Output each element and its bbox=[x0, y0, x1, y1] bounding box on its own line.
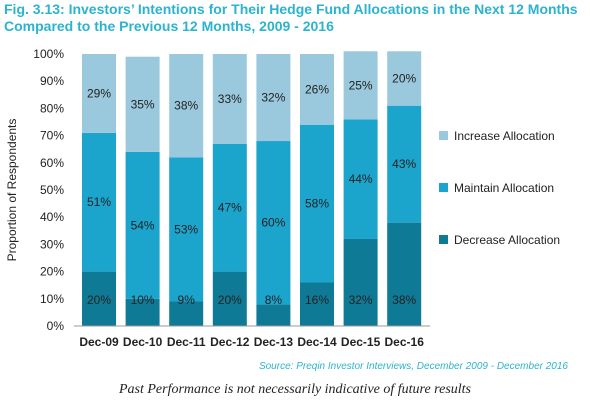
bar-value-label: 32% bbox=[349, 293, 373, 307]
bar-value-label: 33% bbox=[218, 92, 242, 106]
source-note: Source: Preqin Investor Interviews, Dece… bbox=[258, 361, 568, 372]
bar-maintain-allocation bbox=[300, 124, 334, 283]
bar-decrease-allocation bbox=[343, 238, 378, 326]
bar-decrease-allocation bbox=[256, 304, 291, 326]
bar-value-label: 47% bbox=[218, 201, 242, 215]
bar-value-label: 8% bbox=[265, 293, 283, 307]
y-axis-title: Proportion of Respondents bbox=[5, 119, 19, 262]
y-tick-label: 60% bbox=[40, 156, 64, 170]
y-tick-label: 80% bbox=[40, 101, 64, 115]
bar-value-label: 38% bbox=[174, 99, 198, 113]
bar-labels: 20% 51% 29% 10% 54% 35% 9% 53% 38% 20% 47% 33% 8% 60%… bbox=[87, 71, 417, 307]
x-tick-label: Dec-15 bbox=[341, 335, 381, 349]
x-tick-label: Dec-10 bbox=[123, 335, 163, 349]
bar-maintain-allocation bbox=[256, 141, 291, 305]
y-tick-label: 70% bbox=[40, 129, 64, 143]
bar-value-label: 43% bbox=[392, 157, 416, 171]
bar-decrease-allocation bbox=[125, 298, 160, 326]
bar-increase-allocation bbox=[212, 54, 247, 144]
bar-value-label: 10% bbox=[131, 293, 155, 307]
disclaimer: Past Performance is not necessarily indi… bbox=[118, 382, 472, 397]
bar-increase-allocation bbox=[82, 54, 116, 133]
bar-value-label: 54% bbox=[131, 218, 155, 232]
y-tick-label: 0% bbox=[47, 319, 65, 333]
stacked-bar-chart: 0% 10% 20% 30% 40% 50% 60% 70% 80% 90% 100% 20% 51%… bbox=[5, 47, 560, 349]
bar-value-label: 16% bbox=[305, 293, 329, 307]
x-tick-label: Dec-12 bbox=[210, 335, 250, 349]
bar-value-label: 29% bbox=[87, 86, 111, 100]
bar-decrease-allocation bbox=[300, 282, 334, 326]
x-tick-label: Dec-14 bbox=[297, 335, 337, 349]
x-axis-ticks: Dec-09 Dec-10 Dec-11 Dec-12 Dec-13 Dec-14 Dec-… bbox=[79, 335, 424, 349]
y-axis-ticks: 0% 10% 20% 30% 40% 50% 60% 70% 80% 90% 100% bbox=[33, 47, 64, 333]
bars bbox=[82, 51, 422, 326]
bar-increase-allocation bbox=[169, 54, 204, 158]
bar-maintain-allocation bbox=[387, 105, 422, 223]
legend-label: Maintain Allocation bbox=[454, 181, 554, 195]
y-tick-label: 40% bbox=[40, 210, 64, 224]
legend-swatch bbox=[439, 235, 448, 244]
y-tick-label: 20% bbox=[40, 265, 64, 279]
bar-increase-allocation bbox=[300, 54, 334, 125]
bar-increase-allocation bbox=[343, 51, 378, 120]
bar-value-label: 58% bbox=[305, 197, 329, 211]
bar-value-label: 53% bbox=[174, 222, 198, 236]
legend-swatch bbox=[439, 131, 448, 140]
legend-label: Decrease Allocation bbox=[454, 233, 560, 247]
y-tick-label: 90% bbox=[40, 74, 64, 88]
bar-maintain-allocation bbox=[343, 119, 378, 239]
y-tick-label: 30% bbox=[40, 237, 64, 251]
legend: Increase Allocation Maintain Allocation De… bbox=[439, 129, 560, 247]
bar-decrease-allocation bbox=[212, 271, 247, 326]
bar-maintain-allocation bbox=[212, 143, 247, 272]
x-tick-label: Dec-16 bbox=[385, 335, 425, 349]
bar-value-label: 20% bbox=[87, 293, 111, 307]
bar-decrease-allocation bbox=[169, 301, 204, 326]
bar-increase-allocation bbox=[125, 56, 160, 152]
bar-value-label: 32% bbox=[261, 91, 285, 105]
bar-increase-allocation bbox=[256, 54, 291, 142]
y-tick-label: 10% bbox=[40, 292, 64, 306]
x-tick-label: Dec-09 bbox=[79, 335, 119, 349]
bar-value-label: 20% bbox=[392, 71, 416, 85]
bar-decrease-allocation bbox=[82, 271, 116, 326]
bar-value-label: 38% bbox=[392, 293, 416, 307]
bar-value-label: 25% bbox=[349, 78, 373, 92]
bar-value-label: 44% bbox=[349, 172, 373, 186]
bar-value-label: 60% bbox=[261, 216, 285, 230]
y-tick-label: 50% bbox=[40, 183, 64, 197]
x-tick-label: Dec-13 bbox=[254, 335, 294, 349]
bar-value-label: 20% bbox=[218, 293, 242, 307]
legend-label: Increase Allocation bbox=[454, 129, 555, 143]
bar-maintain-allocation bbox=[169, 157, 204, 302]
bar-maintain-allocation bbox=[125, 151, 160, 299]
legend-swatch bbox=[439, 183, 448, 192]
x-tick-label: Dec-11 bbox=[167, 335, 206, 349]
bar-decrease-allocation bbox=[387, 222, 422, 326]
bar-value-label: 51% bbox=[87, 195, 111, 209]
bar-value-label: 35% bbox=[131, 97, 155, 111]
bar-value-label: 9% bbox=[178, 293, 196, 307]
bar-increase-allocation bbox=[387, 51, 422, 106]
chart-title: Fig. 3.13: Investors’ Intentions for The… bbox=[4, 1, 578, 34]
y-tick-label: 100% bbox=[33, 47, 64, 61]
bar-maintain-allocation bbox=[82, 132, 116, 272]
bar-value-label: 26% bbox=[305, 82, 329, 96]
